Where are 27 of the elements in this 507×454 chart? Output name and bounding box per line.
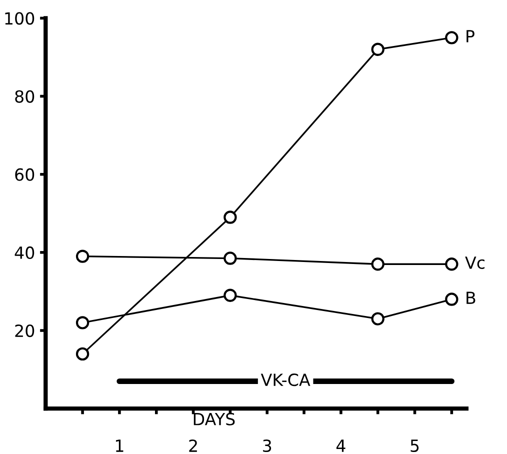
point	[224, 210, 237, 224]
y-tick-label: 100	[5, 12, 34, 25]
y-tick-label: 40	[14, 246, 34, 259]
x-tick-label: 1	[116, 440, 124, 452]
point	[445, 31, 458, 44]
x-axis-title: DAYS	[194, 412, 235, 426]
series-label: Vc	[465, 256, 484, 269]
point	[445, 292, 458, 306]
x-tick-label: 3	[263, 439, 272, 452]
y-tick-label: 20	[15, 324, 34, 338]
point	[371, 42, 384, 56]
x-tick-label: 2	[189, 439, 197, 452]
point	[445, 258, 458, 271]
point	[371, 258, 384, 271]
y-tick-label: 80	[15, 90, 34, 103]
series-label: B	[466, 292, 476, 304]
y-tick-label: 60	[15, 168, 34, 181]
x-tick-label: 5	[410, 440, 419, 452]
point	[224, 288, 237, 302]
point	[371, 312, 384, 326]
point	[224, 252, 237, 265]
series-label: P	[466, 30, 474, 42]
point	[76, 347, 90, 361]
series-label: VK-CA	[260, 374, 310, 386]
point	[76, 316, 90, 330]
x-tick-label: 4	[336, 440, 346, 452]
point	[76, 250, 90, 263]
